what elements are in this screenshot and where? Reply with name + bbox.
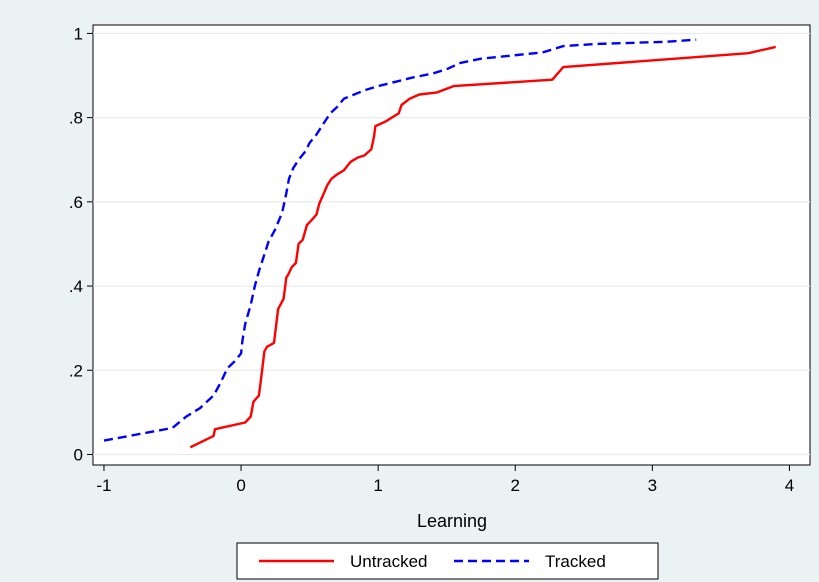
y-tick-label: 1 (74, 24, 83, 43)
series-line-untracked (189, 45, 776, 449)
legend: Untracked Tracked (236, 542, 659, 580)
x-tick-label: 1 (373, 476, 382, 495)
axes: 0 .2 .4 .6 .8 1 -1 0 1 2 3 4 (69, 24, 794, 495)
x-tick-label: 3 (648, 476, 657, 495)
x-tick-label: -1 (96, 476, 111, 495)
series-lines (103, 38, 776, 449)
plot-area (92, 24, 811, 466)
legend-label-tracked: Tracked (545, 552, 606, 571)
x-tick-label: 2 (511, 476, 520, 495)
y-tick-label: .2 (69, 361, 83, 380)
x-tick-label: 0 (236, 476, 245, 495)
x-axis-title: Learning (417, 511, 487, 531)
y-tick-label: 0 (74, 445, 83, 464)
x-tick-label: 4 (785, 476, 794, 495)
y-tick-label: .4 (69, 277, 83, 296)
series-line-tracked (103, 38, 697, 442)
grid-lines (93, 32, 810, 456)
legend-label-untracked: Untracked (350, 552, 427, 571)
y-tick-label: .8 (69, 109, 83, 128)
y-tick-label: .6 (69, 193, 83, 212)
